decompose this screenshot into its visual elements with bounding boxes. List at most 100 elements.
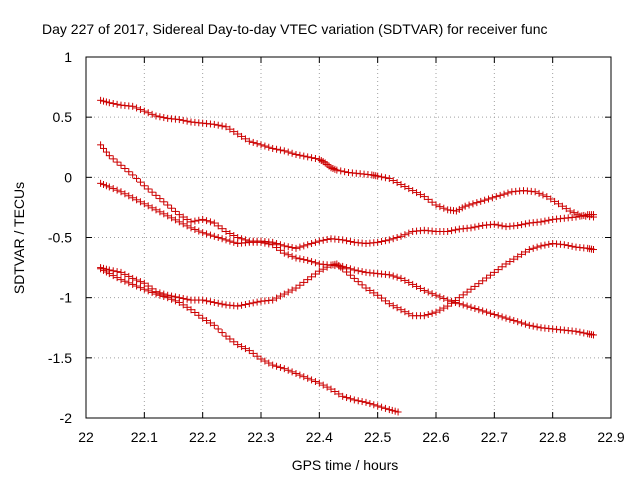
data-point [397, 232, 405, 240]
data-point [300, 373, 308, 381]
data-point [560, 241, 568, 249]
data-point [105, 99, 113, 107]
x-tick-label: 22.1 [131, 429, 158, 445]
data-point [288, 244, 296, 252]
data-point [117, 268, 125, 276]
data-point [483, 308, 491, 316]
data-point [448, 227, 456, 235]
data-point [471, 223, 479, 231]
data-point [265, 359, 273, 367]
data-point [331, 165, 339, 173]
data-point [389, 177, 397, 185]
data-point [381, 237, 389, 245]
y-tick-label: -2 [60, 410, 73, 426]
data-point [187, 218, 195, 226]
data-point [97, 96, 105, 104]
data-point [388, 406, 396, 414]
data-point [580, 211, 588, 219]
data-point [117, 188, 125, 196]
data-point [276, 292, 284, 300]
data-point [327, 385, 335, 393]
data-point [362, 398, 370, 406]
data-point [381, 404, 389, 412]
data-point [337, 167, 345, 175]
data-point [280, 147, 288, 155]
data-point [129, 274, 137, 282]
data-point [113, 158, 121, 166]
data-point [129, 194, 137, 202]
data-point [160, 198, 168, 206]
data-point [475, 222, 483, 230]
data-point [514, 253, 522, 261]
data-point [265, 143, 273, 151]
data-point [230, 128, 238, 136]
data-point [510, 317, 518, 325]
data-point [525, 246, 533, 254]
x-tick-label: 22 [78, 429, 94, 445]
data-point [343, 268, 351, 276]
data-point [308, 376, 316, 384]
data-point [416, 191, 424, 199]
data-point [156, 195, 164, 203]
data-point [374, 238, 382, 246]
y-tick-label: 0.5 [53, 109, 73, 125]
data-point [413, 282, 421, 290]
data-point [148, 204, 156, 212]
data-point [362, 284, 370, 292]
data-point [152, 112, 160, 120]
data-point [300, 278, 308, 286]
data-point [420, 286, 428, 294]
data-point [531, 188, 539, 196]
data-point [156, 291, 164, 299]
data-point [393, 234, 401, 241]
data-point [461, 202, 469, 210]
data-point [308, 240, 316, 248]
y-tick-labels: 1 0.5 0 -0.5 -1 -1.5 -2 [48, 49, 72, 426]
data-point [238, 301, 246, 309]
data-point [226, 229, 234, 237]
data-point [350, 266, 358, 274]
data-point [393, 273, 401, 281]
data-point [109, 272, 117, 280]
data-point [323, 236, 331, 244]
data-point [308, 154, 316, 162]
data-point [253, 298, 261, 306]
data-point [214, 325, 222, 333]
data-point [288, 252, 296, 260]
data-point [481, 196, 489, 204]
data-point [214, 234, 222, 241]
data-point [133, 282, 141, 290]
data-point [129, 280, 137, 288]
data-point [280, 242, 288, 250]
data-point [374, 291, 382, 299]
data-point [284, 251, 292, 259]
y-tick-label: -1 [60, 290, 73, 306]
data-point [257, 238, 265, 246]
data-point [315, 379, 323, 387]
data-point [366, 286, 374, 294]
data-point [288, 149, 296, 157]
data-point [479, 307, 487, 315]
data-point [195, 216, 203, 224]
data-point [346, 238, 354, 246]
data-point [304, 153, 312, 161]
data-point [465, 201, 473, 209]
data-point [308, 258, 316, 266]
data-point [105, 152, 113, 160]
data-point [203, 317, 211, 325]
data-point [175, 211, 183, 219]
y-tick-label: -0.5 [48, 230, 72, 246]
data-point [451, 296, 459, 304]
data-point [494, 266, 502, 274]
data-point [269, 361, 277, 369]
data-point [234, 130, 242, 138]
data-point [210, 219, 218, 227]
data-point [451, 226, 459, 234]
data-point [292, 284, 300, 292]
data-point [315, 237, 323, 245]
data-point [343, 394, 351, 402]
data-point [300, 256, 308, 264]
data-point [580, 329, 588, 337]
data-point [179, 213, 187, 221]
data-point [463, 302, 471, 310]
